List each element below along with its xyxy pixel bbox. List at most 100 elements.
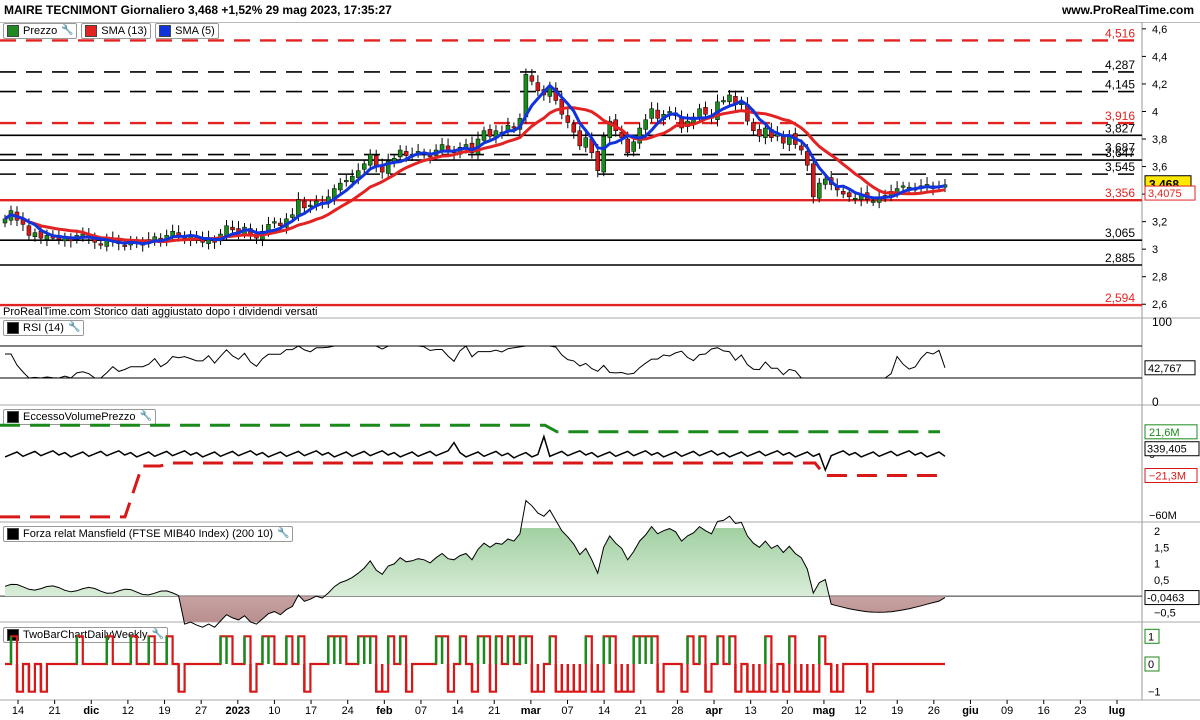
sma13-last-label: 3,4075	[1148, 188, 1182, 200]
x-tick-label: 14	[598, 705, 610, 717]
x-tick-label: 17	[305, 705, 317, 717]
candle-body	[290, 214, 295, 218]
wrench-icon[interactable]: 🔧	[151, 629, 164, 640]
twobar-step-line	[5, 635, 945, 693]
candle-body	[122, 244, 127, 247]
evp-lower-band	[0, 461, 940, 519]
price-y-tick-label: 4,2	[1152, 79, 1167, 91]
candle-body	[230, 226, 235, 231]
candle-body	[98, 243, 104, 246]
legend-mansfield-label: Forza relat Mansfield (FTSE MIB40 Index)…	[23, 528, 274, 540]
candle-body	[583, 137, 589, 148]
candle-body	[721, 100, 726, 103]
candle-body	[607, 120, 612, 138]
wrench-icon[interactable]: 🔧	[61, 25, 74, 36]
wrench-icon[interactable]: 🔧	[277, 528, 290, 539]
x-tick-label: 20	[781, 705, 793, 717]
level-label: 4,145	[1105, 78, 1135, 92]
legend-sma5[interactable]: SMA (5)	[155, 23, 219, 39]
rsi-last-label: 42,767	[1148, 363, 1182, 375]
level-label: 3,065	[1105, 226, 1135, 240]
rsi-last-badge	[1144, 360, 1196, 376]
x-tick-label: 07	[415, 705, 427, 717]
candle-body	[811, 163, 816, 198]
candle-body	[757, 129, 762, 137]
legend-rsi[interactable]: RSI (14) 🔧	[3, 320, 84, 336]
legend-sma5-label: SMA (5)	[175, 25, 215, 37]
x-tick-label: 19	[891, 705, 903, 717]
rsi-line	[5, 345, 946, 379]
sma13-last-badge	[1144, 185, 1196, 201]
candle-body	[852, 197, 858, 200]
mansfield-area-negative	[5, 596, 945, 622]
x-tick-label: 19	[158, 705, 170, 717]
twobar-tick-badge	[1144, 656, 1160, 672]
x-tick-label: 27	[195, 705, 207, 717]
mansfield-swatch-icon	[7, 528, 19, 540]
candle-body	[625, 138, 630, 154]
dividend-note: ProRealTime.com Storico dati aggiustato …	[3, 306, 318, 318]
level-label: 3,687	[1105, 141, 1135, 155]
x-tick-label: 2023	[226, 705, 250, 717]
x-tick-label: 24	[342, 705, 354, 717]
twobar-tick-badge	[1144, 628, 1160, 644]
legend-sma13[interactable]: SMA (13)	[81, 23, 152, 39]
level-label: 4,516	[1105, 26, 1135, 40]
rsi-y-tick-label: 100	[1152, 315, 1172, 329]
candle-body	[727, 94, 732, 103]
chart-header: MAIRE TECNIMONT Giornaliero 3,468 +1,52%…	[0, 0, 1200, 23]
candle-body	[302, 200, 307, 209]
legend-mansfield[interactable]: Forza relat Mansfield (FTSE MIB40 Index)…	[3, 526, 294, 542]
x-tick-label: mar	[521, 705, 542, 717]
legend-price[interactable]: Prezzo 🔧	[3, 23, 78, 39]
price-y-tick-label: 4,6	[1152, 24, 1167, 36]
level-label: 3,356	[1105, 186, 1135, 200]
level-label: 3,916	[1105, 109, 1135, 123]
wrench-icon[interactable]: 🔧	[139, 411, 152, 422]
candle-body	[367, 153, 373, 166]
price-y-tick-label: 4	[1152, 106, 1158, 118]
candle-body	[224, 225, 229, 236]
wrench-icon[interactable]: 🔧	[67, 322, 81, 333]
candle-body	[26, 225, 32, 236]
mansfield-y-tick-label: 1	[1154, 559, 1160, 571]
rsi-legend: RSI (14) 🔧	[3, 320, 84, 336]
level-label: 2,594	[1105, 291, 1135, 305]
legend-sma13-label: SMA (13)	[101, 25, 148, 37]
x-tick-label: 14	[451, 705, 463, 717]
evp-swatch-icon	[7, 411, 19, 423]
candle-body	[535, 82, 541, 92]
x-tick-label: 28	[671, 705, 683, 717]
candle-body	[278, 222, 283, 227]
candle-body	[32, 232, 38, 238]
x-tick-label: 13	[745, 705, 757, 717]
legend-twobar[interactable]: TwoBarChartDailyWeekly 🔧	[3, 627, 168, 643]
candle-body	[397, 149, 403, 158]
candle-body	[403, 151, 409, 156]
mansfield-y-tick-label: −0,5	[1154, 607, 1176, 619]
candle-body	[870, 200, 876, 203]
legend-evp-label: EccessoVolumePrezzo	[23, 411, 136, 423]
price-y-tick-label: 2,6	[1152, 299, 1167, 311]
candle-body	[44, 235, 50, 240]
legend-price-label: Prezzo	[23, 25, 58, 37]
candle-body	[631, 141, 636, 152]
price-y-tick-label: 3,8	[1152, 134, 1167, 146]
brand-link[interactable]: www.ProRealTime.com	[1061, 3, 1194, 17]
candle-body	[703, 107, 708, 115]
evp-line	[4, 434, 946, 473]
x-tick-label: 12	[122, 705, 134, 717]
price-y-tick-label: 3,6	[1152, 162, 1167, 174]
x-tick-label: 14	[12, 705, 24, 717]
candle-body	[350, 175, 355, 182]
mansfield-y-tick-label: 1,5	[1154, 542, 1169, 554]
level-label: 3,545	[1105, 160, 1135, 174]
candle-body	[481, 130, 487, 141]
x-tick-label: 09	[1001, 705, 1013, 717]
candle-body	[655, 109, 660, 119]
level-label: 2,885	[1105, 251, 1135, 265]
candle-body	[823, 178, 828, 185]
sma5-line	[4, 83, 946, 246]
candle-body	[487, 129, 493, 137]
